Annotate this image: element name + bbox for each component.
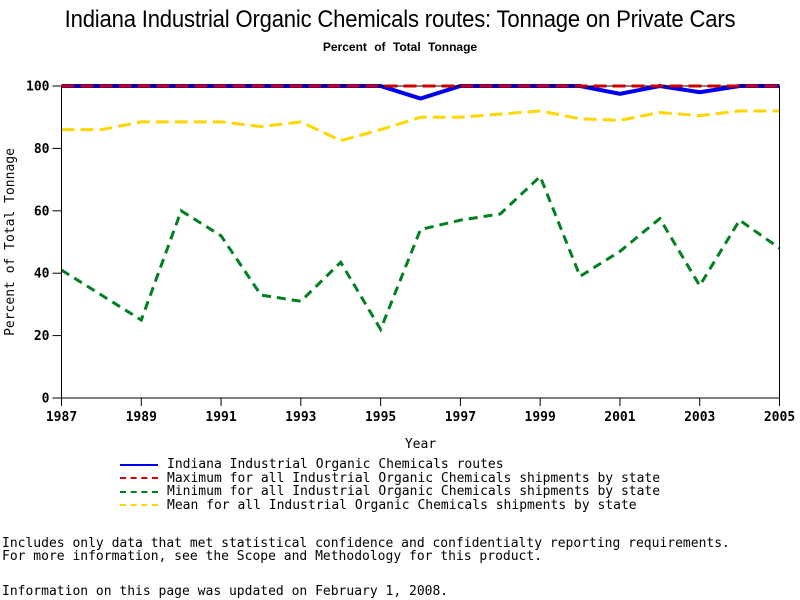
series-line-indiana-routes <box>61 83 780 101</box>
x-tick-label: 1987 <box>46 410 77 425</box>
x-tick-label: 2005 <box>764 410 795 425</box>
legend-line-sample-blue <box>120 463 158 466</box>
x-tick-label: 1989 <box>126 410 157 425</box>
legend-label: Maximum for all Industrial Organic Chemi… <box>167 470 661 486</box>
legend-item-mean: Mean for all Industrial Organic Chemical… <box>120 499 660 513</box>
plot-frame <box>61 85 780 399</box>
footnote-confidence: Includes only data that met statistical … <box>2 536 730 551</box>
x-tick-label: 1997 <box>445 410 476 425</box>
legend-item-maximum: Maximum for all Industrial Organic Chemi… <box>120 472 660 486</box>
legend-label: Indiana Industrial Organic Chemicals rou… <box>167 457 504 473</box>
y-tick-label: 40 <box>34 267 50 282</box>
legend-label: Minimum for all Industrial Organic Chemi… <box>167 484 661 500</box>
chart-plot-area: 0 20 40 60 80 100 1987 1989 1991 1993 1995 1997 1999… <box>3 80 795 453</box>
legend-line-sample-yellow <box>120 504 158 507</box>
y-tick-label: 80 <box>34 142 50 157</box>
x-tick-label: 1995 <box>365 410 396 425</box>
chart-title: Indiana Industrial Organic Chemicals rou… <box>64 6 736 33</box>
y-tick-label: 100 <box>26 80 50 95</box>
footnote-scope: For more information, see the Scope and … <box>2 549 543 564</box>
chart-subtitle: Percent of Total Tonnage <box>322 40 478 54</box>
x-tick-label: 2003 <box>684 410 715 425</box>
legend-line-sample-green <box>120 490 158 493</box>
series-line-mean <box>61 109 780 143</box>
x-tick-label: 1993 <box>285 410 316 425</box>
x-tick-label: 1991 <box>205 410 236 425</box>
footnote-updated: Information on this page was updated on … <box>2 584 449 599</box>
y-tick-label: 0 <box>42 392 50 407</box>
x-tick-label: 1999 <box>525 410 556 425</box>
x-tick-label: 2001 <box>604 410 635 425</box>
x-axis-title: Year <box>405 437 436 452</box>
series-line-minimum <box>60 173 781 333</box>
y-tick-label: 20 <box>34 329 50 344</box>
legend-item-minimum: Minimum for all Industrial Organic Chemi… <box>120 485 660 499</box>
y-axis-title: Percent of Total Tonnage <box>3 148 18 336</box>
legend-item-indiana-routes: Indiana Industrial Organic Chemicals rou… <box>120 458 660 472</box>
y-tick-label: 60 <box>34 204 50 219</box>
chart-legend: Indiana Industrial Organic Chemicals rou… <box>120 458 660 512</box>
legend-line-sample-red <box>120 477 158 480</box>
legend-label: Mean for all Industrial Organic Chemical… <box>167 497 637 513</box>
